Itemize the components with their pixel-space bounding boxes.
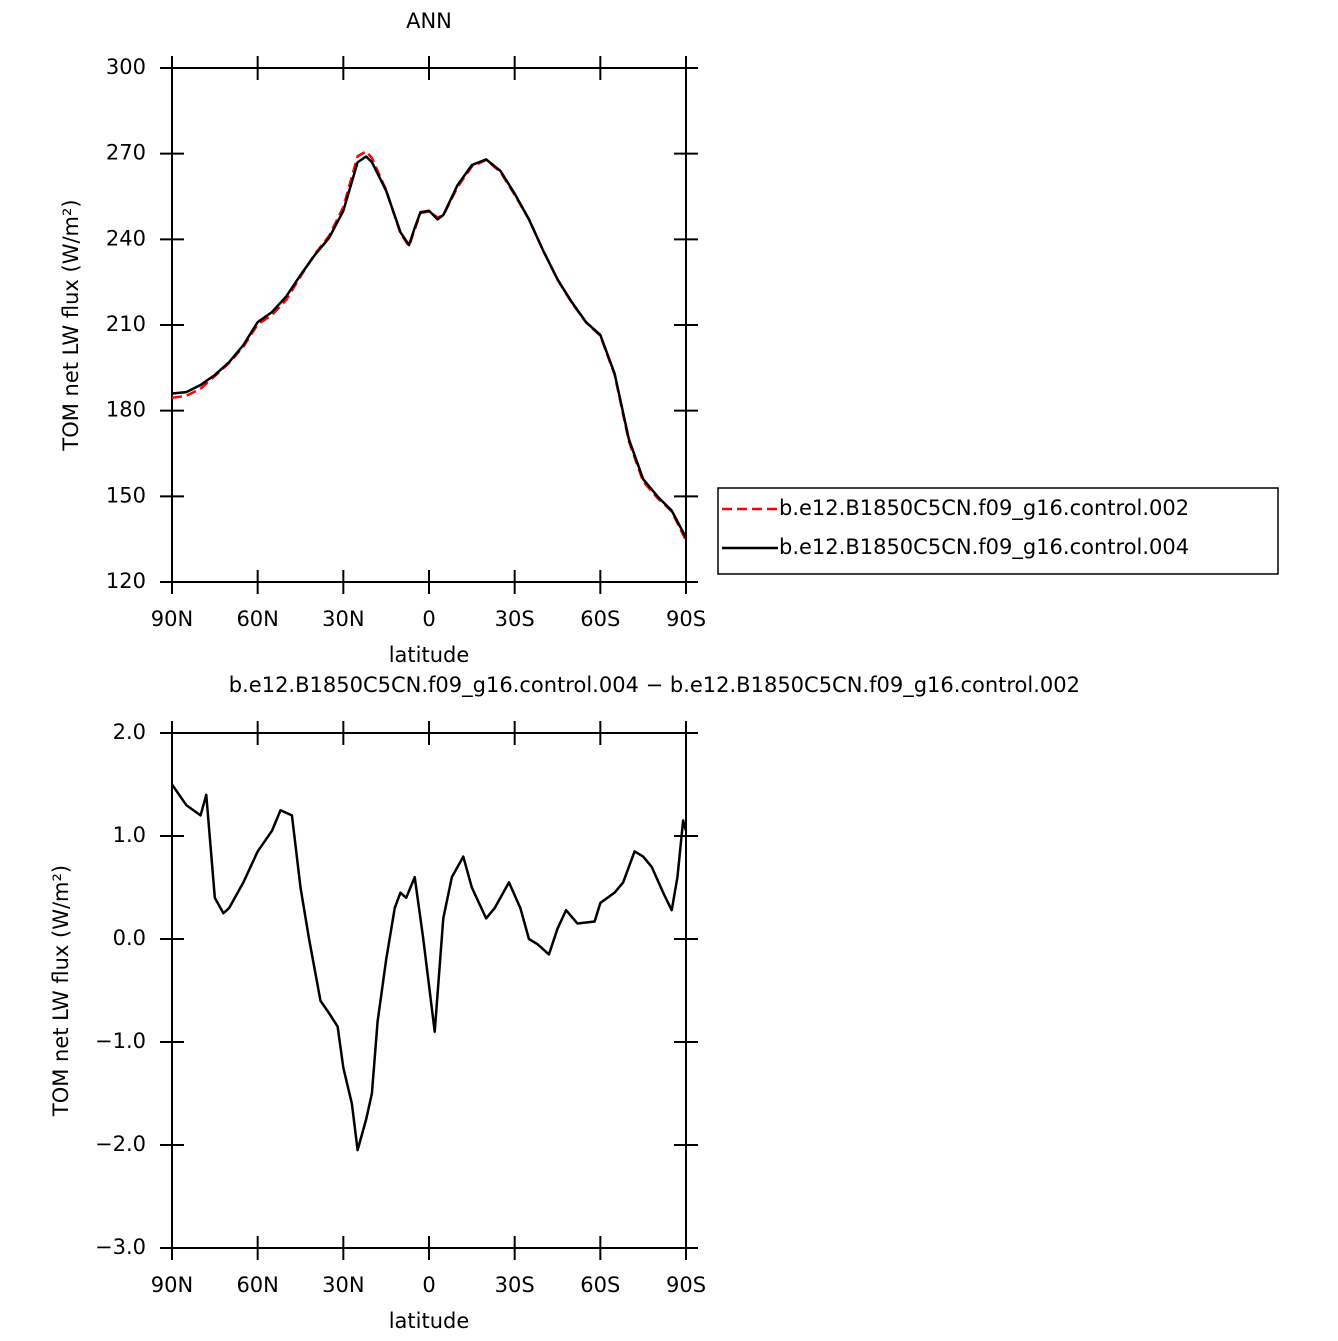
x-tick-label: 30S: [495, 1273, 535, 1297]
y-axis-label: TOM net LW flux (W/m²): [49, 865, 73, 1117]
y-tick-label: −3.0: [95, 1235, 146, 1259]
y-tick-label: −1.0: [95, 1029, 146, 1053]
plot-frame: [171, 67, 687, 583]
y-tick-label: 240: [106, 226, 146, 250]
y-tick-label: 0.0: [113, 926, 146, 950]
x-tick-label: 60N: [236, 607, 278, 631]
x-tick-label: 60S: [580, 1273, 620, 1297]
x-tick-label: 90S: [666, 1273, 706, 1297]
y-tick-label: 270: [106, 141, 146, 165]
x-tick-label: 30S: [495, 607, 535, 631]
x-tick-label: 90N: [151, 1273, 193, 1297]
x-tick-label: 0: [422, 607, 435, 631]
x-tick-label: 60N: [236, 1273, 278, 1297]
legend-label: b.e12.B1850C5CN.f09_g16.control.002: [779, 496, 1189, 521]
y-tick-label: −2.0: [95, 1132, 146, 1156]
y-tick-label: 1.0: [113, 823, 146, 847]
legend-box: [717, 487, 1279, 575]
chart-title: b.e12.B1850C5CN.f09_g16.control.004 − b.…: [229, 673, 1080, 698]
x-tick-label: 0: [422, 1273, 435, 1297]
y-tick-label: 180: [106, 398, 146, 422]
x-tick-label: 60S: [580, 607, 620, 631]
x-tick-label: 30N: [322, 1273, 364, 1297]
data-line: [170, 783, 688, 1152]
x-tick-label: 30N: [322, 607, 364, 631]
x-tick-label: 90S: [666, 607, 706, 631]
y-tick-label: 2.0: [113, 720, 146, 744]
y-axis-label: TOM net LW flux (W/m²): [59, 199, 83, 451]
chart-title: ANN: [406, 9, 452, 33]
x-tick-label: 90N: [151, 607, 193, 631]
x-axis-label: latitude: [389, 643, 470, 667]
y-tick-label: 210: [106, 312, 146, 336]
y-tick-label: 300: [106, 55, 146, 79]
x-axis-label: latitude: [389, 1309, 470, 1333]
y-tick-label: 150: [106, 483, 146, 507]
legend-label: b.e12.B1850C5CN.f09_g16.control.004: [779, 535, 1189, 560]
y-tick-label: 120: [106, 569, 146, 593]
data-line: [171, 155, 688, 539]
